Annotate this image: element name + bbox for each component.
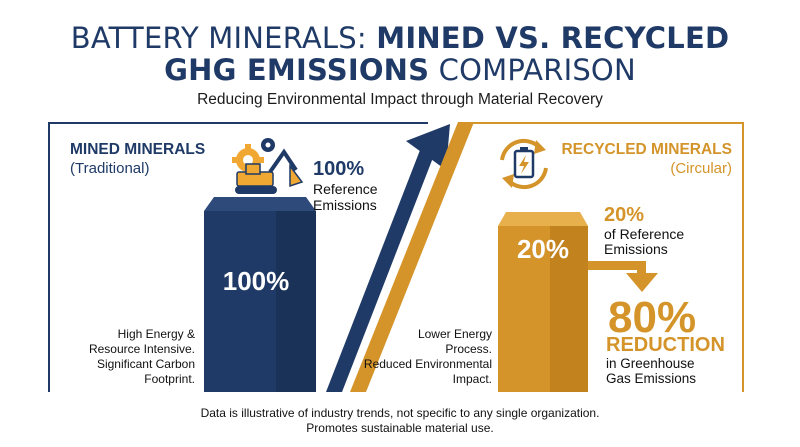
title-bold-part-2: GHG EMISSIONS bbox=[164, 53, 430, 87]
recycled-panel-frame bbox=[466, 122, 744, 392]
recycled-ref-label-2: Emissions bbox=[604, 241, 668, 257]
mined-desc-4: Footprint. bbox=[144, 372, 195, 386]
recycled-desc-3: Reduced Environmental bbox=[363, 357, 492, 371]
gear-excavator-icon bbox=[232, 138, 304, 194]
mined-subheading: (Traditional) bbox=[70, 160, 150, 177]
mined-desc-2: Resource Intensive. bbox=[88, 342, 195, 356]
reduction-label-2: Gas Emissions bbox=[606, 371, 697, 386]
reduction-arrow bbox=[588, 261, 658, 292]
mined-desc-1: High Energy & bbox=[117, 327, 195, 341]
title-line-1: BATTERY MINERALS: MINED VS. RECYCLED bbox=[0, 22, 800, 54]
recycled-heading: RECYCLED MINERALS bbox=[561, 141, 732, 158]
recycled-bar-label: 20% bbox=[516, 234, 570, 264]
mined-bar bbox=[204, 197, 316, 392]
title-light-part-2: COMPARISON bbox=[429, 53, 636, 87]
footer-line-2: Promotes sustainable material use. bbox=[306, 421, 494, 435]
title-line-2: GHG EMISSIONS COMPARISON bbox=[0, 54, 800, 86]
recycled-bar bbox=[498, 212, 588, 392]
recycle-battery-icon bbox=[500, 138, 548, 190]
footer-line-1: Data is illustrative of industry trends,… bbox=[200, 406, 600, 420]
transition-arrows bbox=[326, 122, 474, 392]
mined-desc-3: Significant Carbon bbox=[96, 357, 195, 371]
mined-ref-label-2: Emissions bbox=[313, 197, 377, 213]
reduction-value: 80% bbox=[608, 293, 697, 342]
reduction-label-1: in Greenhouse bbox=[606, 356, 695, 371]
recycled-desc-2: Process. bbox=[445, 342, 492, 356]
recycled-desc-1: Lower Energy bbox=[417, 327, 492, 341]
mined-bar-label: 100% bbox=[222, 266, 290, 296]
subtitle: Reducing Environmental Impact through Ma… bbox=[197, 91, 603, 108]
recycled-desc-4: Impact. bbox=[452, 372, 492, 386]
title-bold-part: MINED VS. RECYCLED bbox=[376, 21, 730, 55]
mined-ref-value: 100% bbox=[313, 158, 365, 180]
mined-heading: MINED MINERALS bbox=[70, 141, 206, 158]
reduction-word: REDUCTION bbox=[606, 334, 725, 356]
recycled-subheading: (Circular) bbox=[670, 160, 732, 177]
title-light-part: BATTERY MINERALS: bbox=[70, 21, 377, 55]
mined-ref-label-1: Reference bbox=[313, 181, 378, 197]
recycled-ref-value: 20% bbox=[604, 204, 645, 226]
recycled-ref-label-1: of Reference bbox=[604, 226, 685, 242]
mined-panel-frame bbox=[48, 122, 428, 392]
